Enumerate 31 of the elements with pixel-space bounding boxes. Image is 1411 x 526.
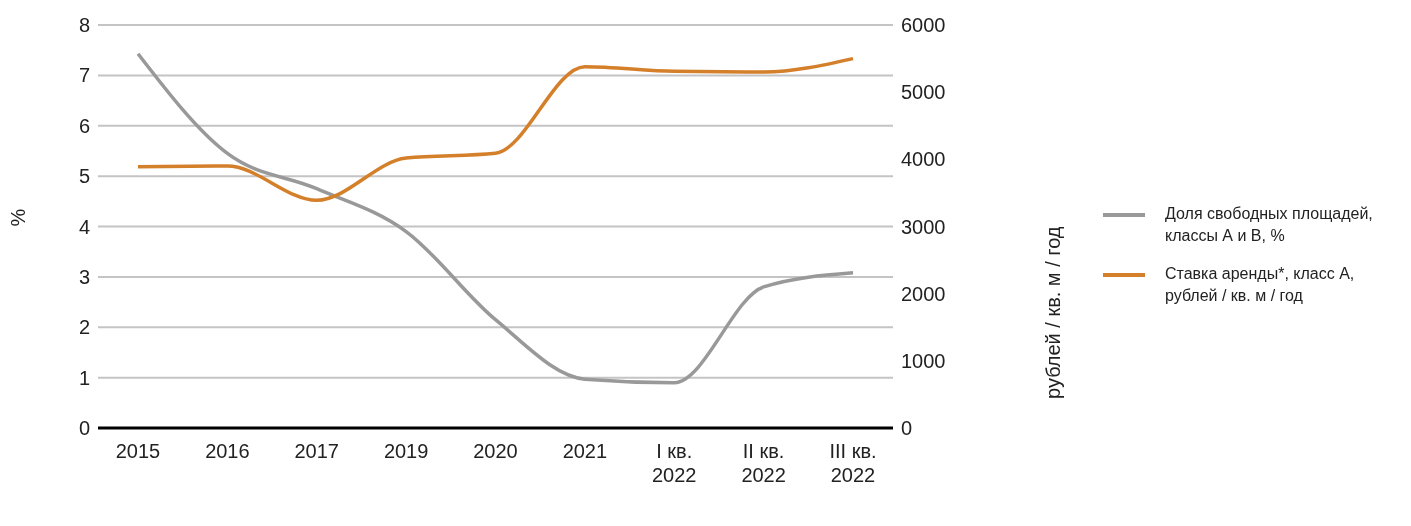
y-tick-label: 5	[78, 165, 90, 188]
x-tick-label: 2020	[473, 440, 518, 462]
y-tick-label: 8	[78, 14, 90, 37]
y-tick-label: 4	[78, 215, 90, 238]
x-tick-label: II кв. 2022	[741, 440, 786, 486]
line-series	[136, 51, 855, 385]
y2-tick-label: 3000	[901, 215, 946, 238]
y2-tick-label: 4000	[901, 148, 946, 171]
x-tick-label: 2016	[205, 440, 250, 462]
y2-tick-label: 2000	[901, 282, 946, 305]
y-tick-label: 2	[78, 316, 90, 339]
y2-tick-label: 5000	[901, 81, 946, 104]
y-axis-title: %	[7, 208, 30, 227]
x-tick-label: I кв. 2022	[652, 440, 697, 486]
x-tick-label: 2019	[383, 440, 429, 462]
y2-tick-label: 0	[901, 417, 913, 440]
y2-tick-label: 6000	[901, 14, 946, 37]
y2-axis-title: рублей / кв. м / год	[1042, 226, 1065, 399]
legend-label: Ставка аренды*, класс А, рублей / кв. м / год	[1165, 264, 1356, 306]
x-tick-label: 2021	[562, 440, 608, 462]
x-tick-label: 2015	[115, 440, 161, 462]
y-tick-label: 3	[78, 265, 90, 288]
y-tick-label: 1	[78, 366, 90, 389]
x-tick-label: III кв. 2022	[829, 440, 877, 486]
line-series	[136, 56, 855, 203]
x-tick-label: 2017	[294, 440, 339, 462]
y2-tick-label: 1000	[901, 349, 946, 372]
y-tick-label: 7	[78, 64, 90, 87]
legend-label: Доля свободных площадей, классы А и В, %	[1165, 204, 1374, 246]
y-tick-label: 6	[78, 114, 90, 137]
y-tick-label: 0	[78, 417, 90, 440]
